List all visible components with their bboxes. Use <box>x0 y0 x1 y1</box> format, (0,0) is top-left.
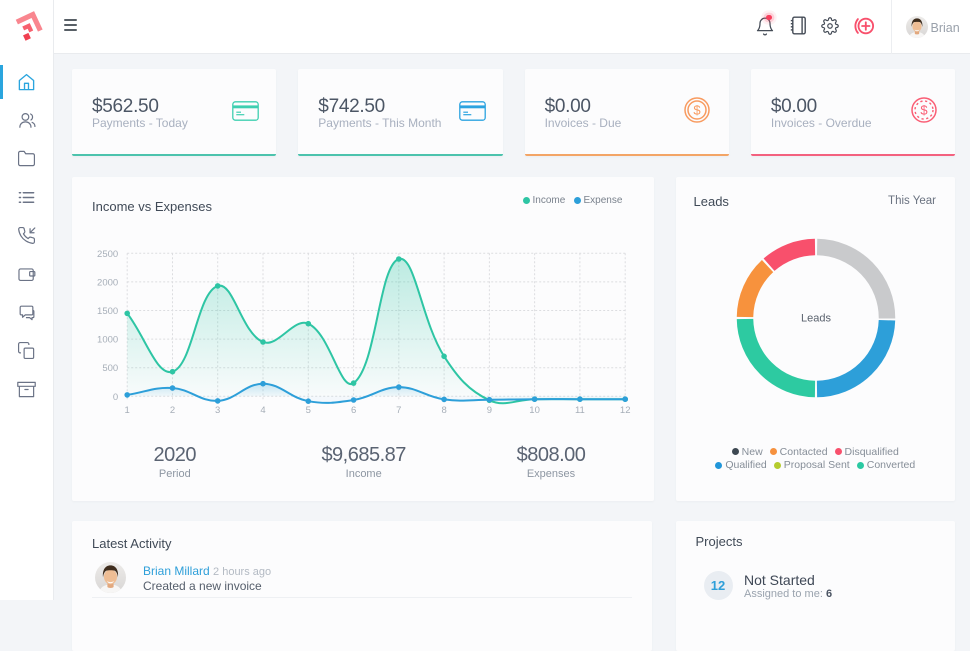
svg-text:3: 3 <box>215 405 220 416</box>
svg-text:7: 7 <box>396 405 401 416</box>
svg-text:1500: 1500 <box>97 306 118 317</box>
svg-text:1000: 1000 <box>97 335 118 346</box>
svg-text:12: 12 <box>620 405 631 416</box>
svg-text:2000: 2000 <box>97 277 118 288</box>
svg-text:1: 1 <box>125 405 130 416</box>
svg-text:10: 10 <box>529 405 540 416</box>
svg-text:2: 2 <box>170 405 175 416</box>
svg-text:4: 4 <box>260 405 265 416</box>
svg-text:Leads: Leads <box>801 313 831 325</box>
svg-text:6: 6 <box>351 405 356 416</box>
svg-text:5: 5 <box>306 405 311 416</box>
svg-text:500: 500 <box>102 363 118 374</box>
svg-text:8: 8 <box>441 405 446 416</box>
svg-text:9: 9 <box>487 405 492 416</box>
svg-text:2500: 2500 <box>97 249 118 260</box>
svg-text:$: $ <box>920 102 928 117</box>
svg-text:0: 0 <box>113 392 118 403</box>
svg-text:$: $ <box>694 102 702 117</box>
svg-text:11: 11 <box>575 405 585 416</box>
